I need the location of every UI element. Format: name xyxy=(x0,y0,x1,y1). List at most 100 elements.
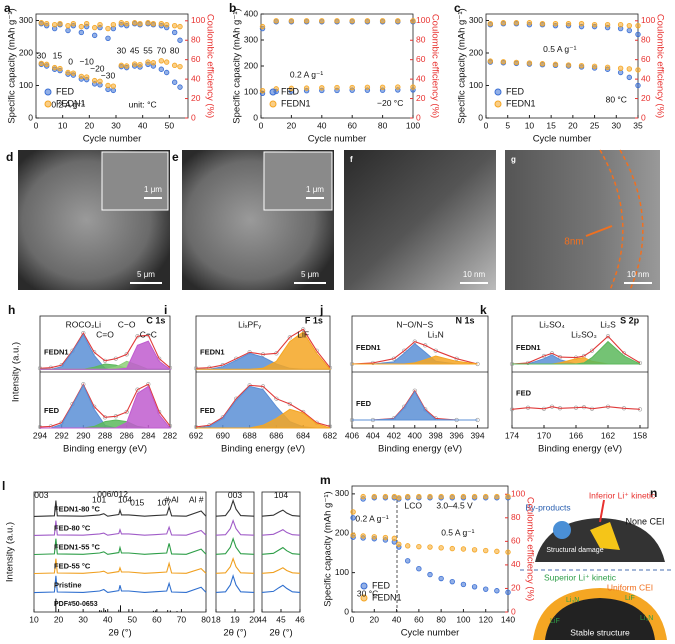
efficiency-point xyxy=(43,21,50,27)
y2-tick-label: 20 xyxy=(511,583,521,593)
efficiency-point xyxy=(303,18,310,24)
raw-point xyxy=(287,401,292,407)
component-label: LiₓPFᵧ xyxy=(238,319,261,329)
raw-point xyxy=(124,409,129,415)
x-tick-label: 0 xyxy=(484,120,489,130)
trace xyxy=(215,498,255,517)
capacity-point xyxy=(591,63,598,70)
annotation: 0.5 A g⁻¹ xyxy=(543,44,576,54)
scale-bar-label: 1 μm xyxy=(144,185,162,194)
fit-envelope xyxy=(511,406,641,410)
legend-label: FED xyxy=(281,86,300,96)
y-tick-label: 200 xyxy=(244,60,258,70)
capacity-point xyxy=(505,549,511,555)
efficiency-point xyxy=(78,23,85,30)
x-tick-label: 5 xyxy=(505,120,510,130)
efficiency-point xyxy=(364,18,371,24)
panel-label: c xyxy=(454,1,461,15)
legend-label: FED xyxy=(56,86,75,96)
legend-marker xyxy=(360,582,368,590)
capacity-point xyxy=(70,70,77,76)
panel-label: j xyxy=(319,303,323,317)
x-tick-label: 688 xyxy=(243,430,257,440)
capacity-point xyxy=(65,69,71,76)
y2-tick-label: 100 xyxy=(191,15,205,25)
efficiency-point xyxy=(110,21,117,28)
efficiency-point xyxy=(635,31,641,38)
x-axis-label: Binding energy (eV) xyxy=(221,444,305,455)
annotation: C 1s xyxy=(146,316,165,326)
trace-label: FED-55 °C xyxy=(54,562,91,571)
raw-point xyxy=(621,351,627,356)
raw-point xyxy=(124,352,129,357)
component-label: Li₂SO₄ xyxy=(539,319,565,329)
y-axis-label: Intensity (a.u.) xyxy=(11,342,22,402)
x-tick-label: 10 xyxy=(29,614,39,624)
x-tick-label: 0 xyxy=(350,614,355,624)
efficiency-point xyxy=(410,18,416,24)
capacity-point xyxy=(526,60,533,66)
y-axis-label: Intensity (a.u.) xyxy=(5,522,16,582)
x-tick-label: 290 xyxy=(76,430,90,440)
capacity-point xyxy=(449,545,455,552)
trace xyxy=(33,520,207,536)
annotation: 015 xyxy=(130,497,144,507)
trace-label: FEDN1 xyxy=(200,347,225,356)
scale-bar-label: 5 μm xyxy=(301,270,319,279)
annotation: 104 xyxy=(274,490,288,500)
component-label: C=O xyxy=(96,329,114,339)
x-axis-label: Binding energy (eV) xyxy=(378,444,462,455)
trace-label: FEDN1-80 °C xyxy=(54,504,101,513)
capacity-point xyxy=(487,58,494,64)
inset-image xyxy=(263,151,333,211)
efficiency-point xyxy=(494,493,500,500)
y2-tick-label: 20 xyxy=(191,93,201,103)
trace xyxy=(261,567,301,574)
y-tick-label: 0 xyxy=(478,112,483,122)
capacity-point xyxy=(38,60,45,67)
x-tick-label: 140 xyxy=(501,614,515,624)
capacity-point xyxy=(177,84,183,90)
trace-label: PDF#50-0653 xyxy=(54,601,98,608)
y2-tick-label: 100 xyxy=(416,15,430,25)
fit-component xyxy=(196,408,331,429)
byproduct xyxy=(553,521,571,539)
efficiency-point xyxy=(626,22,633,29)
trace xyxy=(261,584,301,593)
efficiency-point xyxy=(91,24,98,31)
efficiency-point xyxy=(65,22,71,29)
y2-tick-label: 20 xyxy=(416,93,426,103)
plot-frame xyxy=(215,491,255,613)
x-tick-label: 682 xyxy=(323,430,337,440)
annotation: 80 xyxy=(170,46,180,56)
label: Inferior Li⁺ kinetic xyxy=(589,490,656,500)
y2-tick-label: 100 xyxy=(511,488,525,498)
capacity-point xyxy=(97,78,103,84)
efficiency-point xyxy=(405,493,411,500)
fit-component xyxy=(352,355,478,365)
capacity-point xyxy=(539,61,546,67)
annotation: 0.2 A g⁻¹ xyxy=(51,99,84,109)
x-axis-label: Cycle number xyxy=(401,628,460,639)
y2-tick-label: 80 xyxy=(641,34,651,44)
x-tick-label: 692 xyxy=(189,430,203,440)
capacity-point xyxy=(350,532,356,538)
capacity-point xyxy=(483,547,489,554)
annotation: Al # xyxy=(189,494,204,504)
legend-marker xyxy=(494,100,502,108)
capacity-point xyxy=(578,62,585,69)
x-tick-label: 690 xyxy=(216,430,230,440)
tem-image xyxy=(344,150,496,290)
annotation: N 1s xyxy=(455,316,474,326)
y2-tick-label: 0 xyxy=(511,606,516,616)
efficiency-point xyxy=(349,18,355,24)
y2-tick-label: 60 xyxy=(511,536,521,546)
y2-axis-label: Coulombic efficiency (%) xyxy=(204,14,215,118)
efficiency-point xyxy=(505,493,511,500)
raw-point xyxy=(301,327,306,332)
efficiency-point xyxy=(539,21,546,27)
capacity-point xyxy=(110,83,117,89)
efficiency-point xyxy=(70,21,77,27)
x-tick-label: 40 xyxy=(317,120,327,130)
y-tick-label: 100 xyxy=(244,86,258,96)
